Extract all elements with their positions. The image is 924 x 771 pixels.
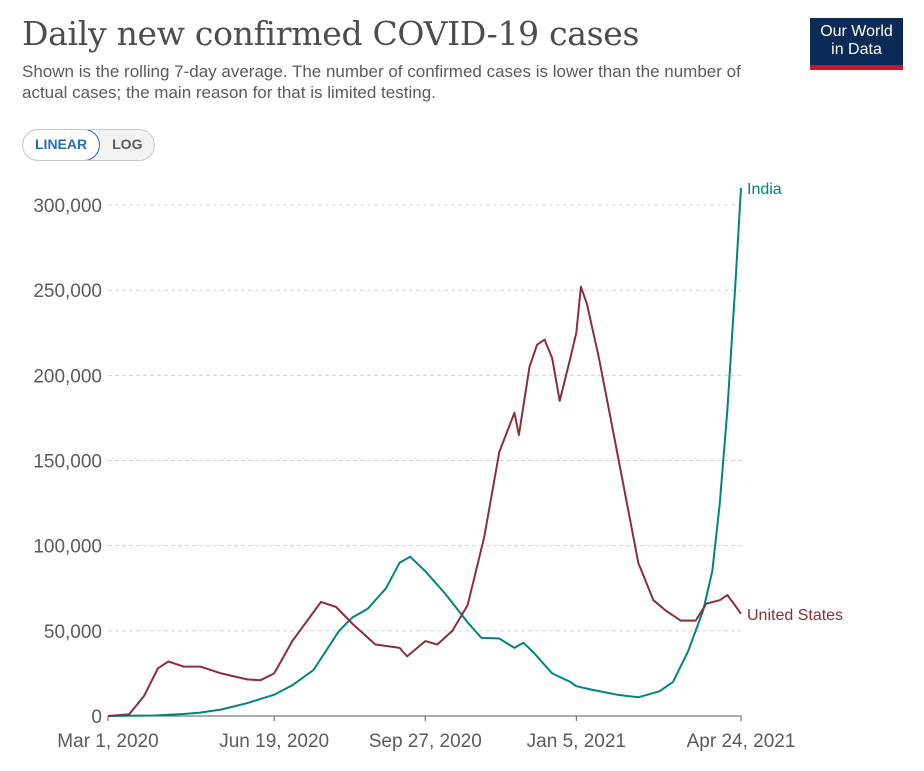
owid-logo[interactable]: Our World in Data (810, 18, 903, 70)
y-tick-label: 300,000 (33, 196, 102, 217)
series-labels: India United States (747, 181, 843, 624)
x-tick-label: Jan 5, 2021 (527, 731, 626, 752)
chart-subtitle: Shown is the rolling 7-day average. The … (22, 62, 741, 102)
y-tick-label: 100,000 (33, 537, 102, 558)
y-tick-label: 0 (91, 707, 102, 728)
chart-title: Daily new confirmed COVID-19 cases (22, 14, 640, 53)
x-tick-label: Apr 24, 2021 (687, 731, 796, 752)
y-axis-ticks: 0 50,000 100,000 150,000 200,000 250,000 300,0… (33, 196, 102, 728)
x-tick-label: Mar 1, 2020 (57, 731, 158, 752)
series-label-united-states: United States (747, 607, 843, 624)
series-line-united-states[interactable] (107, 285, 742, 717)
gridlines (108, 204, 741, 717)
y-tick-label: 150,000 (33, 452, 102, 473)
log-scale-button[interactable]: LOG (112, 136, 143, 152)
x-tick-label: Jun 19, 2020 (219, 731, 329, 752)
y-tick-label: 250,000 (33, 281, 102, 302)
y-tick-label: 50,000 (44, 622, 102, 643)
logo-line-2: in Data (831, 41, 882, 58)
scale-toggle: LINEAR LOG (22, 129, 156, 161)
linear-scale-button[interactable]: LINEAR (23, 130, 101, 160)
series-lines (107, 187, 742, 717)
series-label-india: India (747, 181, 782, 198)
logo-line-1: Our World (820, 23, 893, 40)
x-tick-label: Sep 27, 2020 (369, 731, 482, 752)
series-line-india[interactable] (107, 187, 742, 717)
y-tick-label: 200,000 (33, 366, 102, 387)
x-axis-ticks: Mar 1, 2020 Jun 19, 2020 Sep 27, 2020 Jan 5… (57, 716, 795, 752)
logo-accent-bar (810, 65, 903, 70)
